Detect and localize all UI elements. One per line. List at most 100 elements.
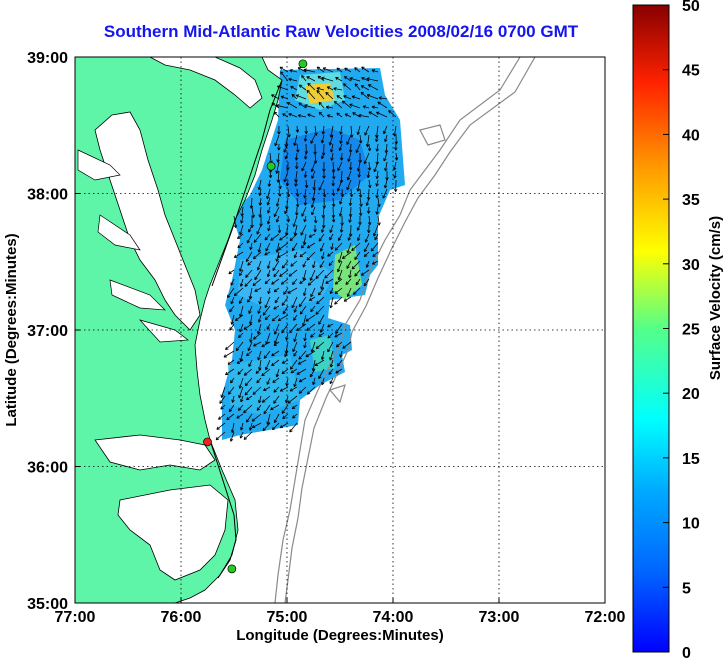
velocity-arrow (347, 152, 352, 162)
velocity-arrow (215, 431, 226, 441)
velocity-arrow (307, 278, 316, 286)
velocity-arrow (315, 305, 325, 315)
velocity-arrow (331, 215, 336, 223)
velocity-arrow (219, 395, 226, 404)
velocity-arrow (298, 386, 307, 394)
velocity-arrow (227, 287, 235, 298)
velocity-arrow (384, 134, 388, 143)
velocity-arrow (295, 197, 300, 208)
velocity-arrow (334, 332, 343, 338)
velocity-arrow (246, 350, 253, 357)
velocity-arrow (273, 305, 280, 310)
velocity-arrow (256, 224, 262, 235)
velocity-arrow (279, 386, 289, 392)
velocity-arrow (312, 377, 316, 385)
velocity-arrow (291, 404, 298, 410)
velocity-arrow (363, 251, 370, 257)
velocity-arrow (307, 82, 316, 91)
velocity-arrow (330, 242, 334, 250)
velocity-arrow (348, 143, 353, 153)
colorbar-label: Surface Velocity (cm/s) (707, 216, 724, 380)
velocity-arrow (373, 161, 379, 173)
velocity-arrow (394, 134, 398, 145)
velocity-arrow (245, 269, 253, 278)
velocity-arrow (318, 287, 325, 296)
velocity-arrow (356, 161, 361, 172)
velocity-arrow (280, 278, 289, 285)
velocity-arrow (236, 413, 244, 419)
velocity-arrow (238, 260, 244, 272)
velocity-arrow (298, 84, 307, 91)
velocity-arrow (328, 134, 334, 146)
velocity-arrow (376, 111, 388, 118)
velocity-arrow (228, 269, 235, 275)
velocity-arrow (339, 134, 343, 144)
velocity-arrow (303, 341, 307, 349)
velocity-arrow (252, 251, 262, 260)
velocity-arrow (392, 161, 397, 171)
velocity-arrow (301, 206, 307, 217)
velocity-arrow (334, 296, 343, 305)
velocity-arrow (253, 332, 262, 340)
velocity-arrow (378, 96, 388, 100)
velocity-arrow (312, 179, 316, 191)
velocity-arrow (315, 341, 325, 349)
velocity-arrow (233, 215, 238, 228)
velocity-arrow (310, 305, 316, 313)
velocity-arrow (327, 323, 334, 328)
velocity-arrow (304, 125, 309, 135)
velocity-arrow (293, 305, 298, 313)
velocity-arrow (267, 224, 271, 232)
velocity-arrow (356, 125, 361, 135)
velocity-arrow (337, 359, 343, 367)
velocity-arrow (266, 323, 271, 330)
velocity-arrow (267, 206, 271, 214)
velocity-arrow (306, 386, 316, 395)
velocity-arrow (265, 242, 271, 252)
velocity-arrow (266, 260, 271, 269)
velocity-arrow (342, 251, 352, 259)
velocity-arrow (326, 114, 334, 118)
velocity-arrow (375, 134, 379, 142)
velocity-arrow (249, 242, 253, 251)
velocity-arrow (281, 296, 289, 306)
velocity-arrow (239, 422, 244, 431)
velocity-arrow (273, 395, 280, 404)
velocity-arrow (337, 269, 343, 281)
velocity-arrow (354, 67, 361, 73)
velocity-arrow (343, 95, 352, 100)
velocity-arrow (302, 287, 307, 296)
velocity-arrow (358, 113, 370, 118)
velocity-arrow (252, 278, 262, 286)
velocity-arrow (281, 260, 289, 269)
velocity-arrow (320, 152, 325, 160)
velocity-arrow (351, 260, 361, 270)
velocity-arrow (339, 125, 343, 135)
velocity-arrow (239, 431, 244, 439)
velocity-arrow (279, 233, 289, 241)
velocity-arrow (375, 206, 379, 215)
velocity-arrow (298, 350, 307, 360)
colorbar-tick-label: 0 (682, 645, 691, 659)
velocity-arrow (351, 242, 361, 251)
velocity-arrow (274, 134, 280, 147)
velocity-arrow (310, 287, 316, 298)
velocity-arrow (263, 386, 271, 392)
velocity-arrow (300, 224, 307, 236)
velocity-arrow (240, 206, 244, 217)
velocity-arrow (273, 323, 280, 335)
velocity-arrow (371, 69, 379, 73)
velocity-arrow (266, 377, 271, 385)
velocity-arrow (294, 152, 299, 161)
velocity-arrow (234, 314, 244, 322)
velocity-arrow (339, 350, 343, 358)
velocity-arrow (370, 242, 379, 252)
bathymetry-contours (274, 57, 536, 603)
velocity-arrow (339, 152, 344, 161)
velocity-arrow (377, 197, 381, 208)
velocity-arrow (270, 404, 280, 411)
velocity-arrow (293, 377, 298, 388)
velocity-arrow (276, 152, 280, 163)
velocity-arrow (360, 269, 370, 276)
velocity-arrow (248, 359, 253, 367)
